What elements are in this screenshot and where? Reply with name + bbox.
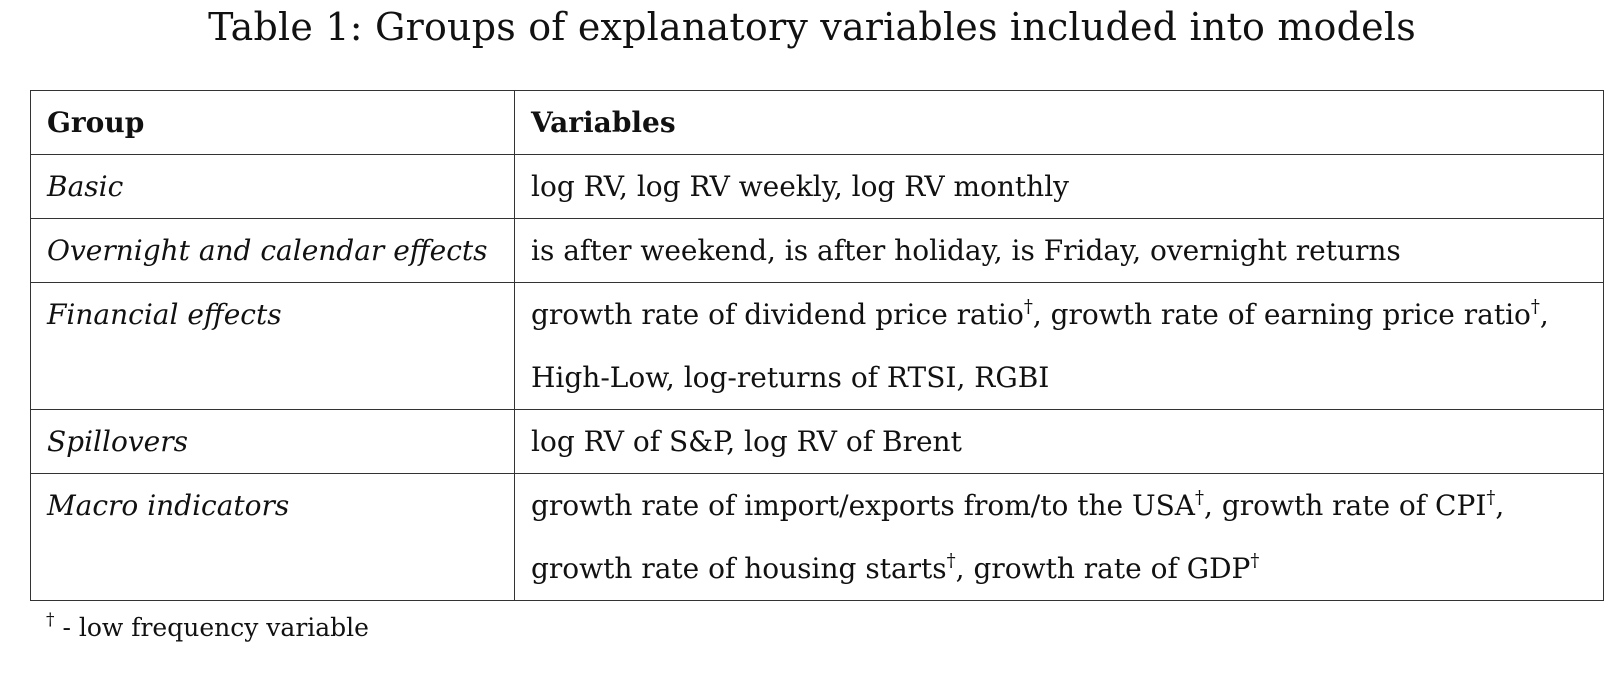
low-frequency-mark: † (1195, 487, 1205, 508)
table-row: Overnight and calendar effects is after w… (30, 218, 1604, 283)
footnote-symbol: † (46, 610, 55, 630)
group-cell: Basic (30, 154, 515, 219)
low-frequency-mark: † (1023, 296, 1033, 317)
table-header-row: Group Variables (30, 90, 1604, 155)
table-row: Financial effects growth rate of dividend… (30, 282, 1604, 410)
variables-text: is after weekend, is after holiday, is F… (531, 234, 1401, 267)
group-cell: Macro indicators (30, 473, 515, 601)
variables-text: growth rate of dividend price ratio (531, 298, 1024, 331)
variables-cell: growth rate of import/exports from/to th… (514, 473, 1604, 601)
variables-text: , growth rate of GDP (955, 552, 1251, 585)
variables-cell: log RV of S&P, log RV of Brent (514, 409, 1604, 474)
table-caption: Table 1: Groups of explanatory variables… (208, 5, 1416, 49)
header-group: Group (30, 90, 515, 155)
variables-cell: growth rate of dividend price ratio†, gr… (514, 282, 1604, 410)
variables-line: growth rate of housing starts†, growth r… (531, 537, 1587, 600)
table-row: Macro indicators growth rate of import/ex… (30, 473, 1604, 601)
variables-text: High-Low, log-returns of RTSI, RGBI (531, 361, 1050, 394)
variables-text: log RV, log RV weekly, log RV monthly (531, 170, 1069, 203)
variables-line: log RV of S&P, log RV of Brent (531, 411, 1587, 473)
variables-line: growth rate of import/exports from/to th… (531, 475, 1587, 538)
table-row: Spillovers log RV of S&P, log RV of Brent (30, 409, 1604, 474)
table-row: Basic log RV, log RV weekly, log RV month… (30, 154, 1604, 219)
variables-text: , growth rate of earning price ratio (1032, 298, 1531, 331)
footnote-text: - low frequency variable (54, 613, 369, 642)
variables-text: , (1495, 489, 1505, 522)
variables-line: is after weekend, is after holiday, is F… (531, 220, 1587, 282)
variables-text: , growth rate of CPI (1204, 489, 1487, 522)
low-frequency-mark: † (1530, 296, 1540, 317)
low-frequency-mark: † (946, 550, 956, 571)
group-cell: Overnight and calendar effects (30, 218, 515, 283)
low-frequency-mark: † (1250, 550, 1260, 571)
variables-cell: log RV, log RV weekly, log RV monthly (514, 154, 1604, 219)
variables-text: growth rate of import/exports from/to th… (531, 489, 1196, 522)
variables-text: log RV of S&P, log RV of Brent (531, 425, 962, 458)
variables-line: growth rate of dividend price ratio†, gr… (531, 284, 1587, 347)
variables-cell: is after weekend, is after holiday, is F… (514, 218, 1604, 283)
variables-line: High-Low, log-returns of RTSI, RGBI (531, 346, 1587, 409)
group-cell: Financial effects (30, 282, 515, 410)
footnote: † - low frequency variable (46, 610, 369, 646)
variables-text: , (1539, 298, 1549, 331)
variables-line: log RV, log RV weekly, log RV monthly (531, 156, 1587, 218)
header-variables: Variables (514, 90, 1604, 155)
variables-text: growth rate of housing starts (531, 552, 947, 585)
low-frequency-mark: † (1486, 487, 1496, 508)
table-body: Basic log RV, log RV weekly, log RV month… (30, 154, 1604, 601)
variables-table: Group Variables Basic log RV, log RV week… (30, 90, 1604, 601)
group-cell: Spillovers (30, 409, 515, 474)
